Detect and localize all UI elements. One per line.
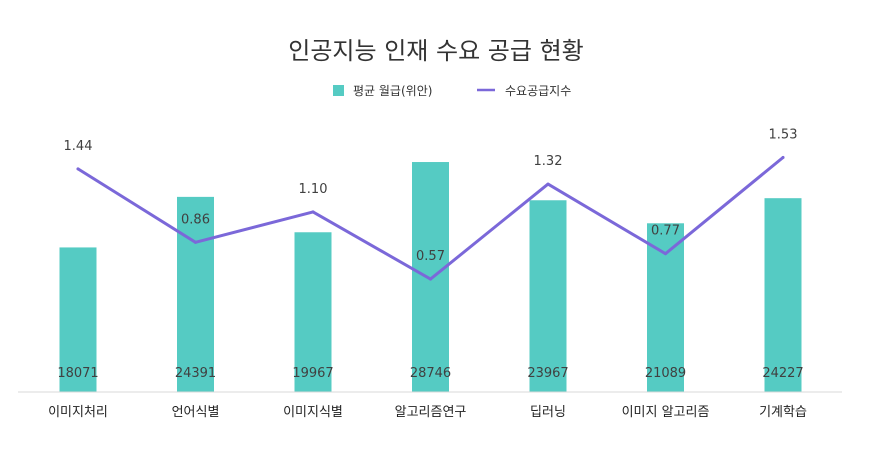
- bar: [764, 198, 802, 392]
- bar-value-label: 23967: [527, 366, 568, 381]
- category-label: 알고리즘연구: [395, 405, 467, 420]
- bar-value-label: 19967: [292, 366, 333, 381]
- bar-value-label: 18071: [57, 366, 98, 381]
- bar-value-label: 24391: [175, 366, 216, 381]
- bar-value-label: 24227: [762, 366, 803, 381]
- bar: [59, 247, 97, 392]
- bar-value-label: 28746: [410, 366, 451, 381]
- data-labels: 18071 24391 19967 28746 23967 21089 24227 1.44 0…: [57, 127, 803, 381]
- bar-value-label: 21089: [645, 366, 686, 381]
- category-label: 기계학습: [759, 405, 807, 420]
- index-point: [311, 210, 315, 214]
- index-value-label: 0.57: [416, 249, 445, 264]
- index-value-label: 0.86: [181, 212, 210, 227]
- index-value-label: 0.77: [651, 224, 680, 239]
- bar-series: [59, 162, 802, 392]
- category-label: 언어식별: [172, 405, 220, 420]
- index-value-label: 1.10: [299, 182, 328, 197]
- legend-bar-label: 평균 월급(위안): [353, 84, 432, 98]
- index-value-label: 1.44: [64, 139, 93, 154]
- category-label: 이미지처리: [48, 405, 108, 420]
- legend: 평균 월급(위안) 수요공급지수: [333, 84, 571, 98]
- index-value-label: 1.53: [769, 127, 798, 142]
- bar: [412, 162, 449, 392]
- category-label: 이미지식별: [283, 405, 343, 420]
- bar: [529, 200, 567, 392]
- bar: [294, 232, 332, 392]
- category-label: 이미지 알고리즘: [622, 405, 710, 420]
- category-label: 딥러닝: [530, 405, 566, 420]
- index-value-label: 1.32: [534, 154, 563, 169]
- legend-bar-swatch: [333, 85, 344, 96]
- index-point: [76, 167, 80, 171]
- index-point: [429, 277, 432, 281]
- bar: [177, 196, 214, 392]
- index-point: [664, 252, 667, 256]
- line-series: [76, 155, 785, 281]
- category-labels: 이미지처리 언어식별 이미지식별 알고리즘연구 딥러닝 이미지 알고리즘 기계학습: [48, 405, 807, 420]
- bar: [647, 223, 684, 392]
- legend-line-label: 수요공급지수: [505, 84, 571, 98]
- index-point: [194, 240, 197, 244]
- index-point: [546, 182, 550, 186]
- chart-title: 인공지능 인재 수요 공급 현황: [288, 37, 583, 65]
- index-point: [781, 155, 785, 159]
